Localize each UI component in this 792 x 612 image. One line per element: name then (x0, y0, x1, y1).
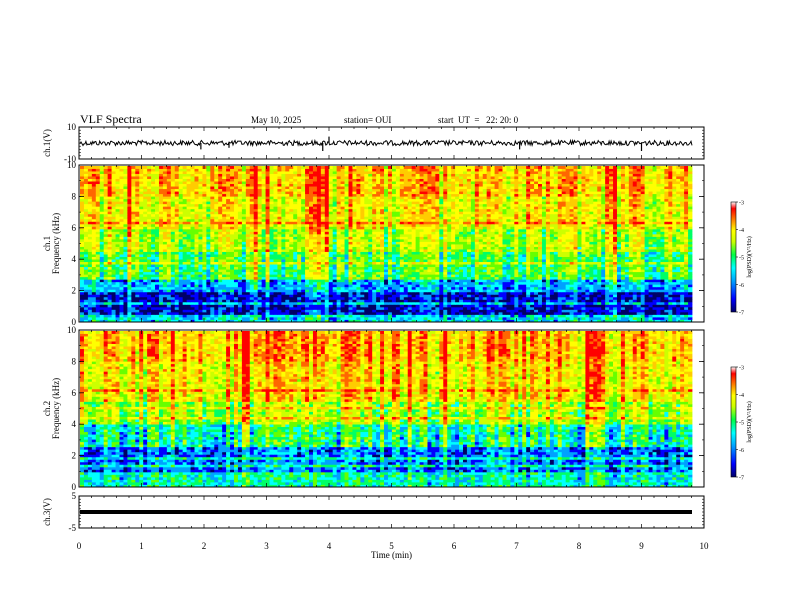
spectrogram-ch2 (80, 331, 693, 488)
colorbar-tick-1-4: -3 (739, 201, 744, 207)
ylabel-2-1: Frequency (kHz) (51, 378, 61, 439)
colorbar-tick-2-0: -7 (739, 476, 744, 482)
colorbar-tick-2-1: -6 (739, 448, 744, 454)
colorbar-tick-1-3: -4 (739, 228, 744, 234)
colorbar-tick-2-3: -4 (739, 393, 744, 399)
ytick-label-1-3: 6 (72, 223, 77, 233)
ytick-label-3-1: 5 (72, 491, 77, 501)
colorbar-tick-2-2: -5 (739, 421, 744, 427)
xtick-label-9: 9 (639, 541, 644, 551)
ytick-label-1-2: 4 (72, 254, 77, 264)
ytick-label-2-2: 4 (72, 419, 77, 429)
colorbar-1 (730, 201, 737, 313)
colorbar-tick-1-2: -5 (739, 256, 744, 262)
ytick-label-3-0: -5 (69, 523, 77, 533)
chart-title: VLF Spectra (80, 112, 142, 126)
ytick-label-1-4: 8 (72, 191, 77, 201)
ytick-label-0-0: -10 (64, 154, 76, 164)
ylabel-1-1: Frequency (kHz) (51, 213, 61, 274)
ytick-label-2-4: 8 (72, 356, 77, 366)
colorbar-tick-1-0: -7 (739, 311, 744, 317)
ylabel-1-0: ch.1 (42, 236, 52, 251)
ytick-label-0-1: 10 (67, 122, 77, 132)
ytick-label-2-1: 2 (72, 451, 77, 461)
ytick-label-1-0: 0 (72, 317, 77, 327)
station-label: station= OUI (344, 115, 392, 125)
xtick-label-5: 5 (389, 541, 394, 551)
ytick-label-2-0: 0 (72, 482, 77, 492)
xtick-label-10: 10 (700, 541, 710, 551)
xtick-label-4: 4 (327, 541, 332, 551)
xtick-label-0: 0 (77, 541, 82, 551)
xtick-label-6: 6 (452, 541, 457, 551)
ch1-waveform (79, 138, 693, 148)
ytick-label-1-1: 2 (72, 286, 77, 296)
date-label: May 10, 2025 (251, 115, 302, 125)
x-axis-label: Time (min) (371, 550, 412, 560)
xtick-label-2: 2 (202, 541, 207, 551)
ylabel-0-0: ch.1(V) (42, 129, 52, 157)
ylabel-3-0: ch.3(V) (42, 498, 52, 526)
colorbar-label-1: log(PSD)(V²/Hz) (746, 236, 753, 277)
ytick-label-2-5: 10 (67, 325, 77, 335)
ytick-label-2-3: 6 (72, 388, 77, 398)
colorbar-tick-2-4: -3 (739, 366, 744, 372)
spectrogram-ch1 (80, 166, 693, 323)
ytick-label-1-5: 10 (67, 160, 77, 170)
colorbar-tick-1-1: -6 (739, 283, 744, 289)
xtick-label-7: 7 (514, 541, 519, 551)
xtick-label-1: 1 (139, 541, 144, 551)
xtick-label-3: 3 (264, 541, 269, 551)
ylabel-2-0: ch.2 (42, 401, 52, 416)
start-time-label: start UT = 22: 20: 0 (438, 115, 519, 125)
colorbar-2 (730, 366, 737, 478)
colorbar-label-2: log(PSD)(V²/Hz) (746, 401, 753, 442)
xtick-label-8: 8 (577, 541, 582, 551)
